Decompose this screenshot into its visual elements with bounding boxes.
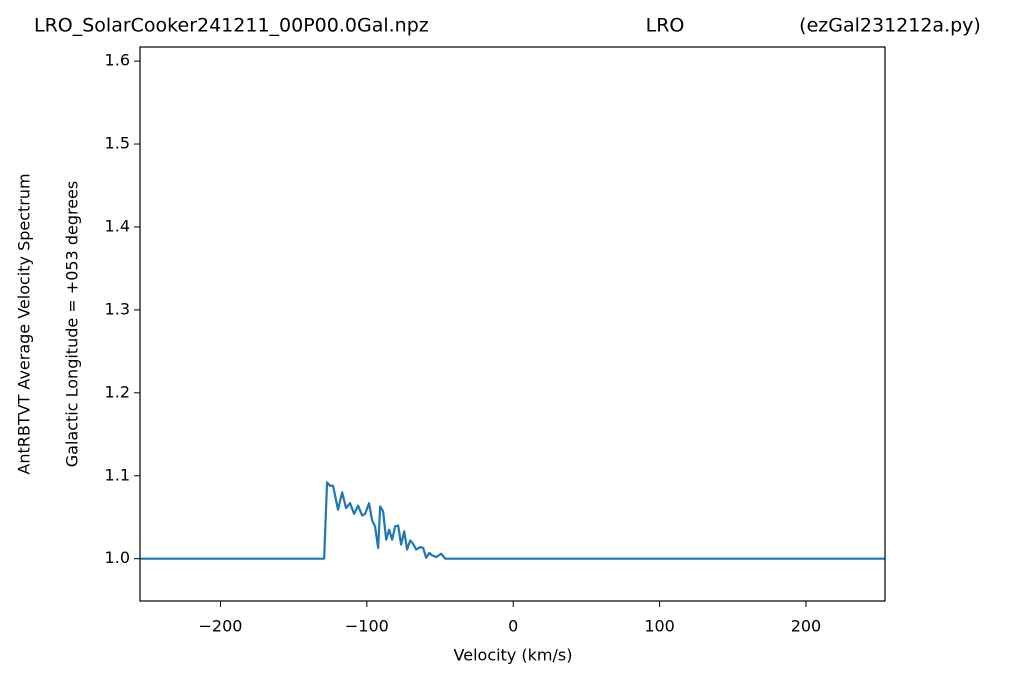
y-tick-label: 1.6: [105, 51, 130, 70]
x-tick-label: 100: [644, 617, 675, 636]
chart-title: LRO: [646, 15, 685, 37]
y-tick-label: 1.1: [105, 465, 130, 484]
x-tick-label: −200: [199, 617, 243, 636]
y-tick-label: 1.3: [105, 299, 130, 318]
chart-title: (ezGal231212a.py): [799, 15, 981, 37]
y-tick-label: 1.0: [105, 548, 130, 567]
x-axis-label: Velocity (km/s): [454, 646, 573, 665]
y-tick-label: 1.5: [105, 134, 130, 153]
data-line: [140, 481, 885, 560]
y-axis-label: Galactic Longitude = +053 degrees: [63, 181, 82, 467]
chart-title: LRO_SolarCooker241211_00P00.0Gal.npz: [34, 15, 429, 37]
y-tick-label: 1.4: [105, 216, 130, 235]
y-tick-label: 1.2: [105, 382, 130, 401]
plot-frame: [139, 46, 886, 602]
x-tick-label: −100: [345, 617, 389, 636]
x-tick-label: 0: [508, 617, 518, 636]
y-axis-label: AntRBTVT Average Velocity Spectrum: [15, 173, 34, 474]
x-tick-label: 200: [791, 617, 822, 636]
